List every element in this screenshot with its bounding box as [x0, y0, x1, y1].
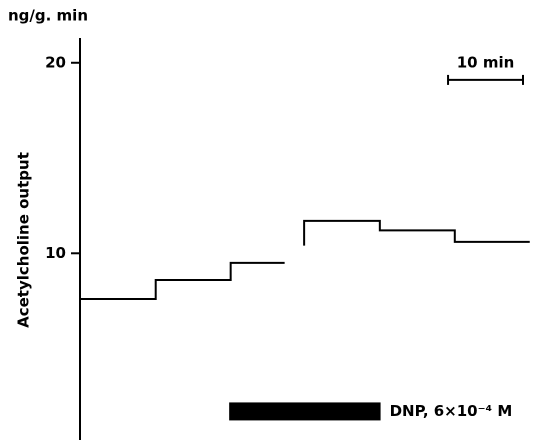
y-tick-label: 10 — [45, 244, 66, 262]
y-tick-label: 20 — [45, 53, 66, 71]
unit-label: ng/g. min — [8, 7, 88, 25]
scale-bar-label: 10 min — [457, 53, 515, 71]
treatment-label: DNP, 6×10⁻⁴ M — [390, 402, 513, 420]
treatment-bar — [229, 402, 381, 421]
step-line — [80, 261, 285, 301]
y-axis-label: Acetylcholine output — [15, 152, 33, 328]
step-line — [303, 219, 530, 246]
